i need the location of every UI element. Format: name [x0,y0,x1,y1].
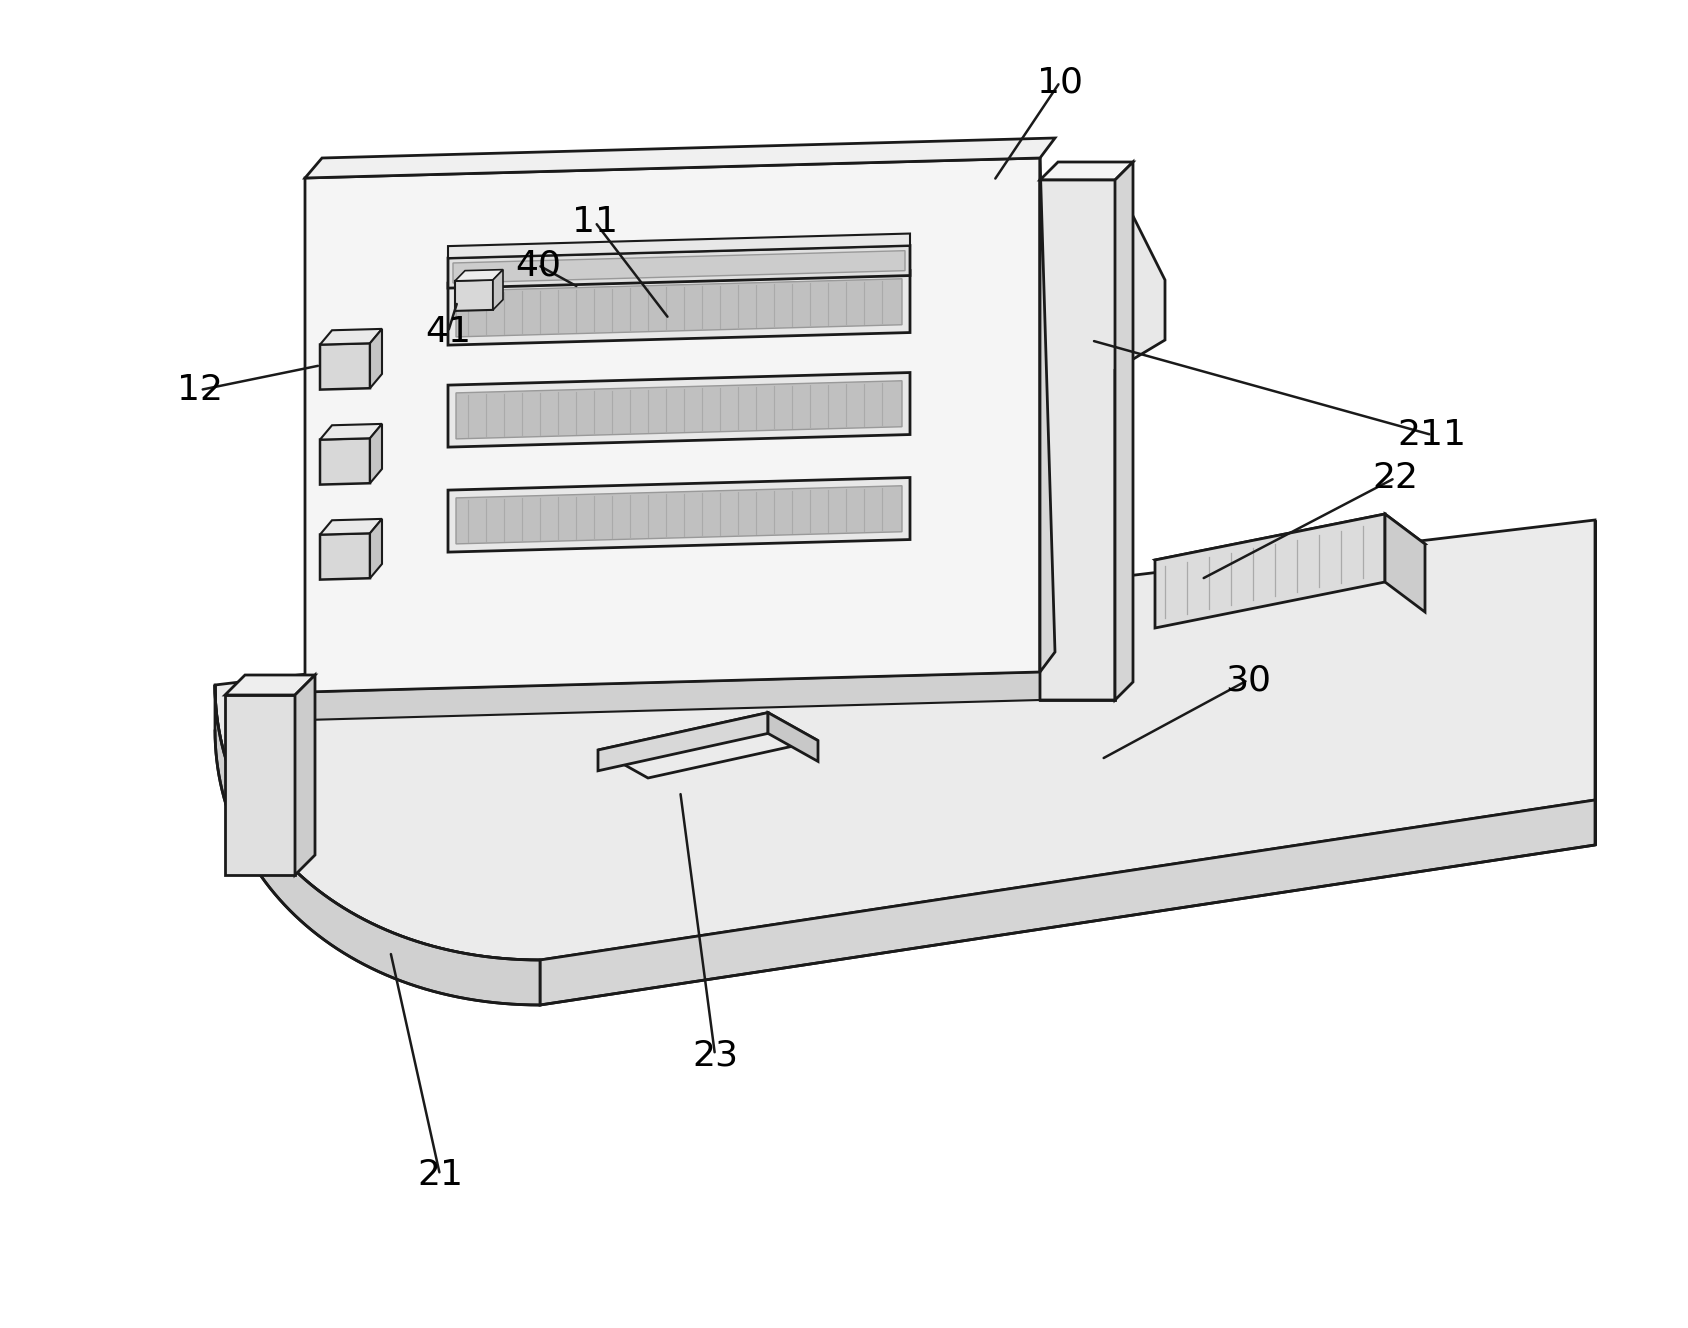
Text: 30: 30 [1225,663,1271,697]
Polygon shape [321,329,381,344]
Polygon shape [321,438,370,485]
Polygon shape [1155,514,1425,590]
Polygon shape [456,381,901,438]
Text: 40: 40 [515,248,560,282]
Polygon shape [493,270,503,309]
Polygon shape [321,424,381,440]
Polygon shape [370,424,381,483]
Polygon shape [447,246,910,288]
Polygon shape [598,713,819,778]
Polygon shape [1040,158,1055,672]
Polygon shape [214,685,540,1005]
Polygon shape [1155,514,1384,628]
Text: 12: 12 [177,373,223,406]
Polygon shape [598,713,768,770]
Polygon shape [370,329,381,388]
Polygon shape [456,279,901,337]
Polygon shape [452,251,905,283]
Polygon shape [447,234,910,258]
Polygon shape [321,343,370,389]
Polygon shape [1384,514,1425,612]
Text: 23: 23 [692,1038,738,1072]
Polygon shape [1040,181,1116,700]
Polygon shape [370,519,381,578]
Polygon shape [540,799,1595,1005]
Text: 211: 211 [1398,418,1467,452]
Polygon shape [456,270,503,282]
Text: 41: 41 [425,315,471,349]
Polygon shape [1116,162,1133,700]
Polygon shape [306,672,1040,720]
Text: 10: 10 [1036,65,1084,100]
Polygon shape [306,158,1040,692]
Polygon shape [225,695,295,875]
Polygon shape [214,521,1595,960]
Polygon shape [321,519,381,535]
Polygon shape [447,478,910,552]
Polygon shape [447,271,910,345]
Polygon shape [306,138,1055,178]
Polygon shape [456,280,493,311]
Text: 11: 11 [572,205,618,239]
Polygon shape [295,675,316,875]
Polygon shape [321,534,370,579]
Text: 21: 21 [417,1158,463,1193]
Polygon shape [1040,162,1133,181]
Polygon shape [456,486,901,544]
Polygon shape [768,713,819,761]
Polygon shape [225,675,316,695]
Polygon shape [447,373,910,448]
Polygon shape [1040,181,1165,700]
Text: 22: 22 [1372,461,1418,495]
